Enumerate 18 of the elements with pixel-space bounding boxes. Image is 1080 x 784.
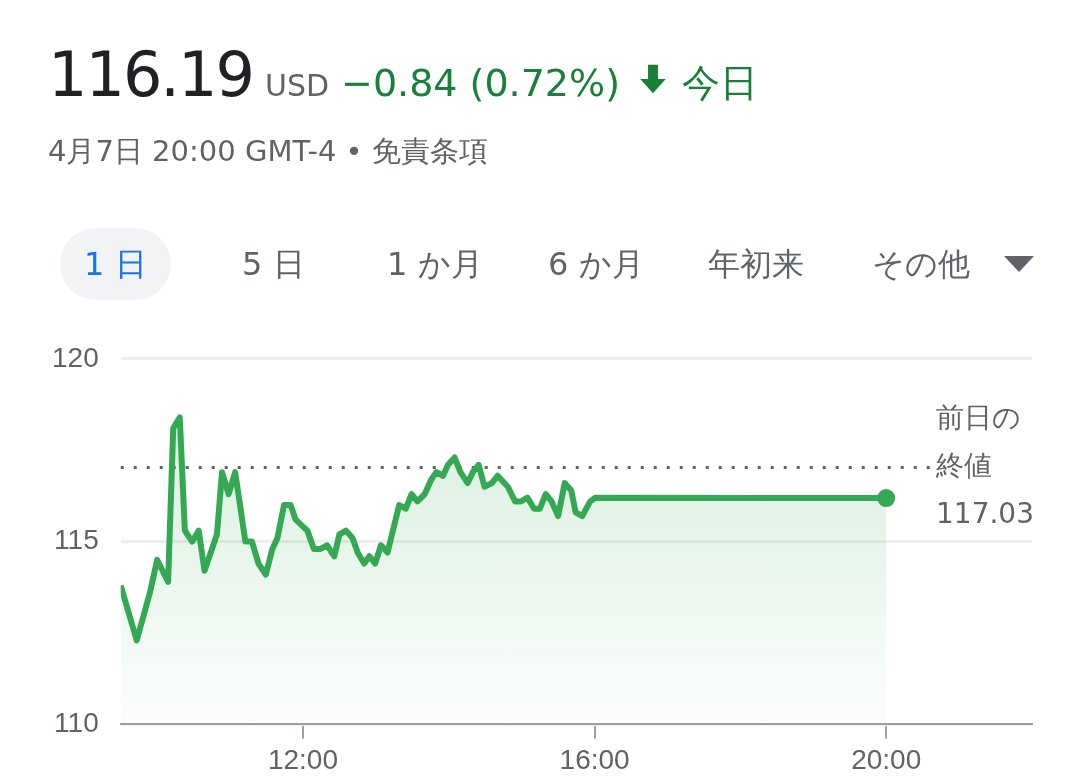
x-tick-label: 16:00 <box>559 743 630 775</box>
text: USD <box>264 68 330 103</box>
y-tick-label: 110 <box>54 707 99 739</box>
chart-subtitle: 4月7日 20:00 GMT-4 • 免責条項 <box>48 133 488 170</box>
ref-line-label: 前日の終値 117.03 <box>935 400 1034 530</box>
y-tick-label: 120 <box>52 341 99 373</box>
text: 1 か月 <box>387 244 483 285</box>
chart-title: 116.19 <box>48 38 253 111</box>
text: 今日 <box>681 60 758 107</box>
text: 5 日 <box>242 244 305 285</box>
y-tick-label: 115 <box>54 524 99 556</box>
text: その他 <box>872 244 970 285</box>
x-tick-label: 20:00 <box>851 743 922 775</box>
text: 1 日 <box>60 228 171 300</box>
text: 年初来 <box>708 244 804 285</box>
text: 6 か月 <box>548 244 644 285</box>
text: −0.84 (0.72%) <box>341 61 620 105</box>
x-tick-label: 12:00 <box>267 743 339 775</box>
